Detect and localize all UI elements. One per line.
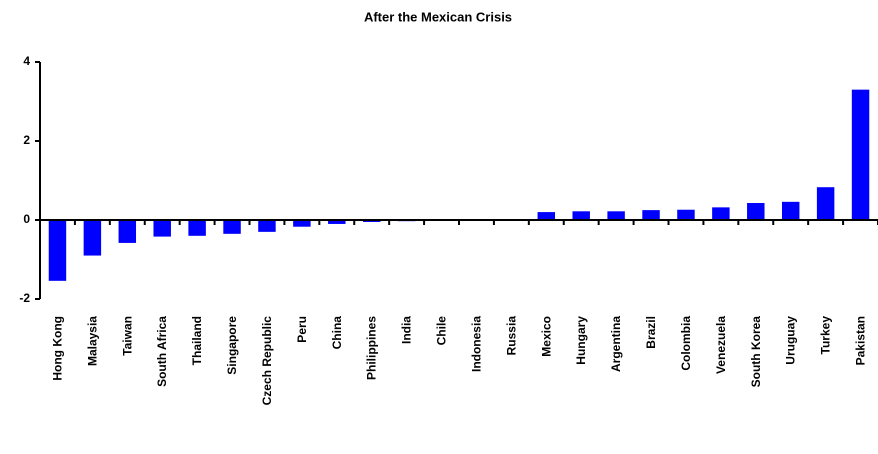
chart-title: After the Mexican Crisis — [364, 9, 512, 24]
x-tick-label: Peru — [295, 316, 309, 343]
bar — [712, 207, 730, 220]
y-tick-label: 4 — [23, 54, 30, 68]
x-tick-label: Chile — [435, 316, 449, 346]
x-tick-label: Pakistan — [854, 316, 868, 365]
x-tick-label: Brazil — [644, 316, 658, 349]
x-tick-label: Venezuela — [714, 316, 728, 374]
bar — [781, 201, 800, 220]
bar — [258, 220, 276, 232]
x-tick-label: Turkey — [819, 316, 833, 355]
bar — [83, 220, 102, 256]
x-tick-label: Czech Republic — [260, 316, 274, 406]
x-tick-label: Malaysia — [85, 316, 99, 366]
y-tick-label: -2 — [19, 291, 30, 305]
x-tick-label: Thailand — [190, 316, 204, 365]
x-tick-label: South Korea — [749, 316, 763, 388]
x-tick-label: Indonesia — [469, 316, 483, 372]
bar — [118, 220, 137, 243]
bar — [747, 203, 765, 220]
bar — [328, 220, 346, 224]
y-tick-label: 0 — [23, 212, 30, 226]
x-tick-label: India — [400, 316, 414, 344]
bar — [188, 220, 206, 236]
bar — [48, 220, 67, 281]
x-tick-label: Uruguay — [784, 316, 798, 365]
x-tick-label: Singapore — [225, 316, 239, 375]
bar — [851, 89, 870, 221]
bar — [153, 220, 171, 237]
x-tick-label: Argentina — [609, 316, 623, 372]
x-tick-label: Philippines — [365, 316, 379, 380]
bar — [816, 187, 835, 220]
y-tick-label: 2 — [23, 133, 30, 147]
x-tick-label: South Africa — [155, 316, 169, 387]
bar — [293, 220, 311, 227]
x-tick-label: Hungary — [574, 316, 588, 365]
bar — [572, 211, 590, 220]
bar — [607, 211, 625, 220]
x-tick-label: Russia — [504, 316, 518, 356]
bar — [223, 220, 241, 234]
x-tick-label: Mexico — [539, 316, 553, 357]
x-tick-label: Hong Kong — [50, 316, 64, 381]
x-tick-label: Colombia — [679, 316, 693, 371]
bar — [642, 210, 660, 220]
bar — [537, 212, 556, 220]
x-tick-label: China — [330, 316, 344, 350]
x-tick-label: Taiwan — [120, 316, 134, 356]
bar — [677, 209, 695, 220]
